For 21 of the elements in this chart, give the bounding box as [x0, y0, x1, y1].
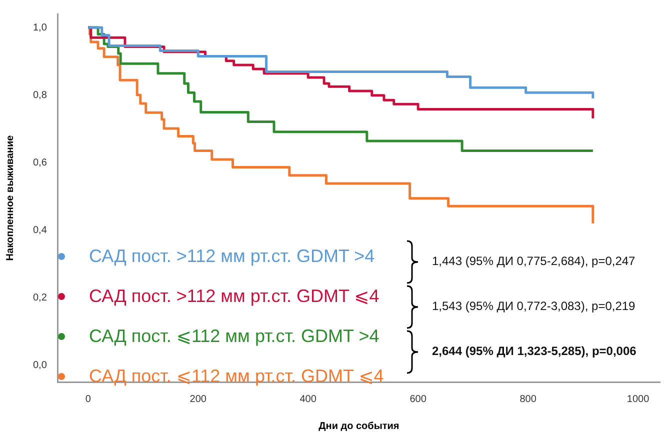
y-tick-label: 0,4 [32, 224, 48, 236]
annotation: 2,644 (95% ДИ 1,323-5,285), p=0,006 [432, 344, 636, 358]
annotation: 1,443 (95% ДИ 0,775-2,684), p=0,247 [432, 254, 636, 268]
x-tick-label: 800 [520, 394, 537, 405]
x-tick-label: 400 [300, 394, 317, 405]
x-tick-label: 0 [85, 394, 92, 405]
x-tick-label: 200 [190, 394, 207, 405]
y-tick-label: 0,2 [32, 292, 48, 304]
x-axis-title: Дни до события [318, 420, 400, 432]
y-tick-label: 0,0 [32, 360, 48, 371]
y-tick-label: 1,0 [32, 22, 48, 34]
x-tick-label: 600 [410, 394, 427, 405]
legend-label: САД пост. >112 мм рт.ст. GDMT >4 [89, 246, 375, 266]
legend-label: САД пост. ⩽112 мм рт.ст. GDMT >4 [89, 326, 380, 346]
y-axis-title: Накопленное выживание [4, 134, 16, 261]
x-tick-label: 1000 [626, 394, 650, 405]
legend-label: САД пост. >112 мм рт.ст. GDMT ⩽4 [89, 286, 380, 306]
annotation: 1,543 (95% ДИ 0,772-3,083), p=0,219 [432, 299, 636, 313]
y-tick-label: 0,6 [32, 157, 48, 168]
legend-label: САД пост. ⩽112 мм рт.ст. GDMT ⩽4 [89, 366, 384, 386]
y-tick-label: 0,8 [32, 90, 48, 101]
